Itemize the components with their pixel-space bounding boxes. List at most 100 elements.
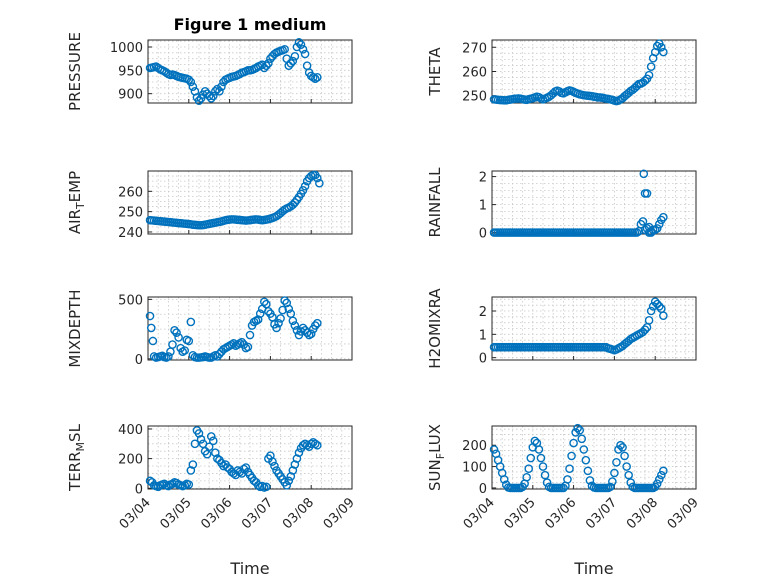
terr-msl-xtick-label: 03/06 [198,495,235,532]
sun-flux-data-point [579,445,589,454]
mixdepth-data-point [148,336,158,346]
sun-flux-data-point [573,423,582,433]
terr-msl-xtick-label: 03/07 [239,495,276,532]
sun-flux-data-point [559,483,568,493]
mixdepth-ytick-label: 0 [135,353,143,368]
air-temp-data-point [315,178,324,188]
air-temp-ytick-label: 240 [118,226,143,241]
mixdepth-data-point [164,352,173,361]
sun-flux-data-point [530,436,540,446]
mixdepth-data-point [145,311,155,321]
mixdepth-data-point [180,346,190,355]
terr-msl-data-point [262,482,271,492]
mixdepth-data-point [288,316,298,326]
terr-msl-data-point [313,440,322,450]
mixdepth-data-point [172,328,181,337]
mixdepth-data-point [284,304,294,314]
subplot-terr-msl: 0 200 400 03/04 03/05 03/06 03/07 03/08 03/09 TER… [66,423,358,532]
sun-flux-data-point [606,482,615,492]
mixdepth-data-point [245,330,255,340]
pressure-data-point [211,87,220,96]
terr-msl-data-point [282,480,292,490]
pressure-data-point [310,74,320,84]
mixdepth-ylabel: MIXDEPTH [66,289,84,367]
pressure-ylabel: PRESSURE [66,32,84,111]
figure-title: Figure 1 medium [174,15,327,34]
mixdepth-data-point [313,318,322,328]
terr-msl-data-point [270,461,279,471]
air-temp-ytick-label: 260 [118,185,143,200]
sun-flux-data-point [577,434,587,444]
sun-flux-data-point [522,472,531,482]
rainfall-ylabel: RAINFALL [426,167,444,238]
subplot-rainfall: 0 1 2 RAINFALL [426,167,697,242]
sun-flux-data-point [618,443,627,452]
mixdepth-data-point [229,339,238,348]
mixdepth-data-point [184,336,194,346]
theta-data-point [659,47,668,57]
sun-flux-xtick-label: 03/06 [542,495,579,532]
terr-msl-ytick-label: 0 [135,482,143,497]
sun-flux-data-point [620,451,629,461]
x-axis-label-right: Time [573,559,613,578]
pressure-data-point [288,56,298,66]
terr-msl-data-point [160,479,169,489]
terr-msl-ytick-label: 400 [118,423,143,438]
rainfall-axes-border [491,170,697,235]
rainfall-data-point [646,226,656,236]
terr-msl-data-point [202,449,212,459]
air-temp-data-point [298,186,308,195]
pressure-ytick-label: 1000 [110,41,143,56]
theta-ytick-label: 270 [462,41,487,56]
terr-msl-axes-border [147,425,353,490]
air-temp-ytick-label: 250 [118,206,143,221]
sun-flux-data-point [616,440,625,450]
pressure-data-point [217,82,226,91]
terr-msl-xtick-label: 03/05 [158,495,195,532]
sun-flux-data-point [563,475,572,484]
sun-flux-data-point [581,455,591,465]
mixdepth-data-point [243,342,253,352]
subplot-theta: 250 260 270 THETA [426,39,697,106]
theta-ylabel: THETA [426,47,444,97]
subplot-h2omixra: 0 1 2 H2OMIXRA [426,288,697,369]
terr-msl-data-point [184,480,194,489]
sun-flux-xtick-label: 03/08 [624,495,661,532]
air-temp-data-point [313,173,322,183]
mixdepth-data-point [274,318,283,328]
mixdepth-data-point [264,306,273,316]
sun-flux-data-point [567,451,576,461]
terr-msl-data-point [306,439,316,449]
rainfall-data-point [632,228,642,237]
terr-msl-ytick-label: 200 [118,453,143,468]
pressure-data-point [264,59,273,68]
terr-msl-data-point [206,432,216,441]
sun-flux-xtick-label: 03/07 [583,495,620,532]
sun-flux-ytick-label: 0 [479,482,487,497]
terr-msl-data-point [180,480,190,490]
terr-msl-data-point [298,440,308,450]
sun-flux-ylabel: SUNFLUX [426,424,447,491]
terr-msl-data-point [294,448,304,457]
pressure-data-point [286,59,296,68]
pressure-data-point [194,96,204,105]
subplot-air-temp: 240 250 260 AIRTEMP [66,170,353,241]
mixdepth-ytick-label: 500 [118,293,143,308]
sun-flux-xtick-label: 03/05 [502,495,539,532]
rainfall-ytick-label: 0 [479,227,487,242]
sun-flux-data-point [499,475,509,484]
rainfall-ytick-label: 2 [479,171,487,186]
terr-msl-xtick-label: 03/08 [280,495,317,532]
sun-flux-data-point [540,470,550,480]
rainfall-data-point [659,212,668,222]
sun-flux-data-point [489,445,499,454]
terr-msl-data-point [168,479,177,489]
h2omixra-ytick-label: 1 [479,328,487,343]
pressure-data-point [313,73,322,82]
h2omixra-data-point [654,302,664,311]
terr-msl-ylabel: TERRMSL [66,423,87,492]
terr-msl-data-point [284,476,294,486]
rainfall-data-point [642,189,652,198]
rainfall-data-point [654,219,664,229]
terr-msl-data-point [241,463,251,472]
